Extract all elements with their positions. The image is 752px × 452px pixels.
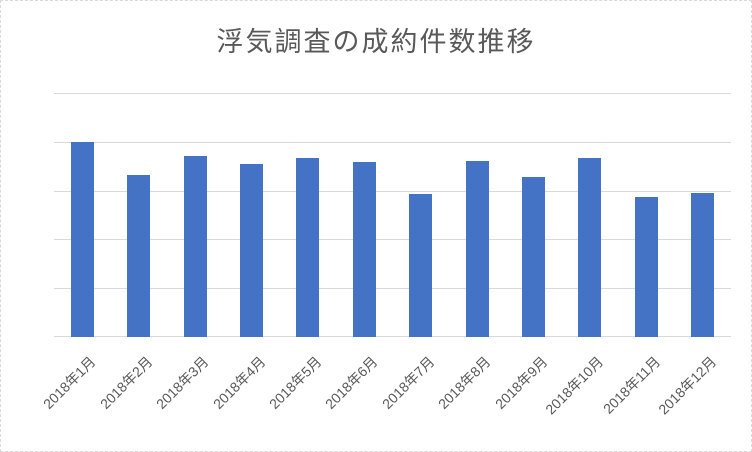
x-axis-label: 2018年2月 bbox=[96, 353, 156, 412]
x-axis-line bbox=[54, 336, 731, 337]
x-axis-label: 2018年11月 bbox=[599, 353, 663, 417]
gridline bbox=[54, 239, 731, 241]
bar bbox=[239, 164, 263, 337]
x-axis-label: 2018年12月 bbox=[655, 353, 720, 418]
bar bbox=[409, 194, 433, 337]
gridline bbox=[54, 93, 731, 94]
bar bbox=[522, 176, 546, 337]
x-axis-label: 2018年8月 bbox=[435, 353, 494, 412]
x-axis-label: 2018年9月 bbox=[491, 353, 551, 412]
chart-title: 浮気調査の成約件数推移 bbox=[216, 27, 536, 57]
bar bbox=[127, 175, 151, 337]
bar bbox=[691, 193, 715, 337]
x-axis-label: 2018年6月 bbox=[322, 353, 381, 412]
gridline bbox=[54, 141, 731, 143]
x-axis-label: 2018年10月 bbox=[542, 353, 607, 418]
bar bbox=[465, 161, 489, 337]
x-axis-label: 2018年1月 bbox=[40, 353, 99, 412]
x-axis-label: 2018年4月 bbox=[209, 353, 269, 412]
x-axis-label: 2018年7月 bbox=[378, 353, 438, 412]
bar bbox=[70, 141, 94, 337]
gridline bbox=[54, 190, 731, 192]
gridline bbox=[54, 288, 731, 290]
bar bbox=[183, 155, 207, 337]
x-axis-label: 2018年5月 bbox=[265, 353, 325, 412]
bar bbox=[296, 157, 320, 337]
bar bbox=[578, 157, 602, 337]
bar bbox=[352, 162, 376, 337]
plot-area bbox=[54, 93, 731, 337]
bar bbox=[634, 197, 658, 337]
x-axis-label: 2018年3月 bbox=[153, 353, 212, 412]
